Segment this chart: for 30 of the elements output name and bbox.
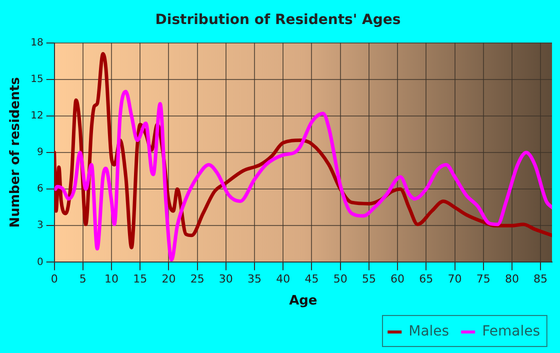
x-tick-label: 80 xyxy=(504,272,519,286)
y-tick-label: 6 xyxy=(36,184,44,195)
legend-label: Females xyxy=(482,324,540,340)
x-tick-label: 0 xyxy=(50,272,58,286)
y-tick-label: 12 xyxy=(30,110,44,122)
y-tick-label: 9 xyxy=(36,147,44,158)
x-axis-title: Age xyxy=(289,294,318,309)
y-tick-label: 3 xyxy=(36,220,44,232)
legend-label: Males xyxy=(408,324,450,340)
x-tick-label: 65 xyxy=(419,272,434,286)
x-tick-label: 55 xyxy=(362,272,376,286)
y-tick-label: 18 xyxy=(30,37,44,48)
y-tick-label: 15 xyxy=(30,74,44,85)
x-tick-label: 35 xyxy=(248,272,262,286)
x-tick-label: 30 xyxy=(218,272,233,286)
x-tick-label: 75 xyxy=(476,272,490,286)
y-tick-label: 0 xyxy=(36,256,44,268)
chart-title: Distribution of Residents' Ages xyxy=(155,12,401,28)
x-tick-label: 10 xyxy=(104,272,119,286)
x-tick-label: 5 xyxy=(79,272,86,286)
x-tick-label: 45 xyxy=(304,272,319,286)
x-tick-label: 70 xyxy=(448,272,462,286)
x-tick-label: 40 xyxy=(276,272,290,286)
x-tick-label: 50 xyxy=(333,272,348,286)
y-axis-title: Number of residents xyxy=(8,76,24,228)
x-tick-label: 20 xyxy=(162,272,176,286)
x-tick-label: 15 xyxy=(133,272,148,286)
x-tick-label: 60 xyxy=(390,272,405,286)
x-tick-label: 85 xyxy=(534,272,548,286)
x-tick-label: 25 xyxy=(190,272,204,286)
